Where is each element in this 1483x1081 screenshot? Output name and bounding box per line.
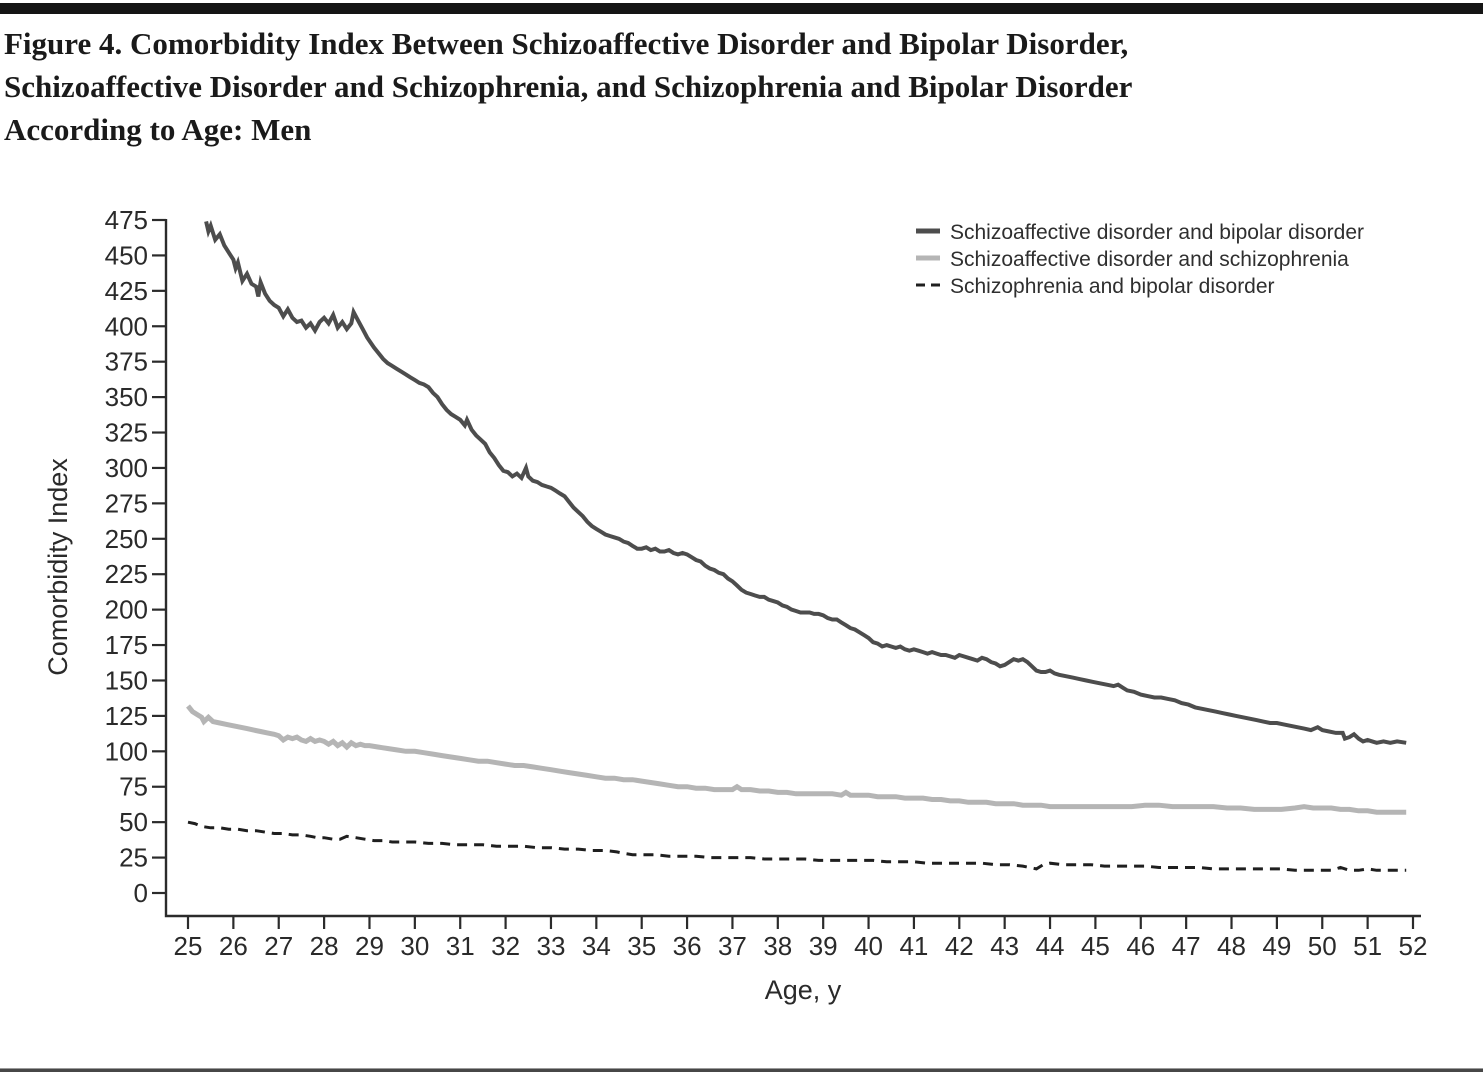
y-tick-label: 100 [105, 736, 148, 766]
x-tick-label: 49 [1262, 931, 1291, 961]
x-tick-label: 45 [1081, 931, 1110, 961]
x-tick-label: 52 [1399, 931, 1428, 961]
legend-label-schizoaffective-disorder-and-bipolar-disorder: Schizoaffective disorder and bipolar dis… [950, 221, 1364, 244]
y-tick-label: 400 [105, 311, 148, 341]
x-tick-label: 39 [809, 931, 838, 961]
y-tick-label: 375 [105, 347, 148, 377]
y-tick-label: 350 [105, 382, 148, 412]
x-tick-label: 26 [219, 931, 248, 961]
x-axis-title: Age, y [765, 975, 842, 1005]
x-tick-label: 31 [446, 931, 475, 961]
x-tick-label: 43 [990, 931, 1019, 961]
figure-title-line-3: According to Age: Men [4, 112, 312, 147]
x-tick-label: 46 [1126, 931, 1155, 961]
x-tick-label: 25 [174, 931, 203, 961]
x-tick-label: 33 [537, 931, 566, 961]
x-tick-label: 27 [264, 931, 293, 961]
y-tick-label: 325 [105, 418, 148, 448]
axes [164, 219, 1421, 918]
x-tick-label: 47 [1172, 931, 1201, 961]
x-tick-label: 32 [491, 931, 520, 961]
y-tick-label: 200 [105, 595, 148, 625]
x-tick-label: 28 [310, 931, 339, 961]
figure-title-line-2: Schizoaffective Disorder and Schizophren… [4, 69, 1133, 104]
x-tick-label: 42 [945, 931, 974, 961]
series-line-schizophrenia-and-bipolar-disorder [187, 820, 1407, 872]
x-tick-label: 37 [718, 931, 747, 961]
y-tick-label: 125 [105, 701, 148, 731]
series-lines [186, 219, 1407, 872]
series-line-schizoaffective-disorder-and-schizophrenia [186, 704, 1407, 815]
y-tick-label: 25 [119, 843, 148, 873]
y-tick-label: 225 [105, 559, 148, 589]
x-tick-label: 40 [854, 931, 883, 961]
y-tick-label: 450 [105, 240, 148, 270]
legend: Schizoaffective disorder and bipolar dis… [916, 221, 1364, 298]
y-tick-label: 50 [119, 807, 148, 837]
x-tick-label: 51 [1353, 931, 1382, 961]
axis-ticks: 0 25 50 75 100 125 150 175 200 225 250 275 300 325 350… [105, 205, 1428, 961]
legend-label-schizoaffective-disorder-and-schizophrenia: Schizoaffective disorder and schizophren… [950, 248, 1349, 271]
legend-label-schizophrenia-and-bipolar-disorder: Schizophrenia and bipolar disorder [950, 275, 1275, 298]
y-tick-label: 0 [134, 878, 148, 908]
y-tick-label: 250 [105, 524, 148, 554]
top-rule-bar [0, 3, 1483, 14]
y-tick-label: 475 [105, 205, 148, 235]
figure-title-line-1: Figure 4. Comorbidity Index Between Schi… [4, 26, 1129, 61]
y-tick-label: 425 [105, 276, 148, 306]
series-line-schizoaffective-disorder-and-bipolar-disorder [204, 219, 1407, 745]
y-tick-label: 175 [105, 630, 148, 660]
x-tick-label: 35 [627, 931, 656, 961]
y-tick-label: 275 [105, 488, 148, 518]
y-tick-label: 75 [119, 772, 148, 802]
x-tick-label: 41 [899, 931, 928, 961]
x-tick-label: 34 [582, 931, 611, 961]
x-tick-label: 48 [1217, 931, 1246, 961]
x-tick-label: 30 [400, 931, 429, 961]
y-tick-label: 150 [105, 665, 148, 695]
x-tick-label: 38 [763, 931, 792, 961]
bottom-rule [0, 1068, 1483, 1072]
y-axis-title: Comorbidity Index [43, 458, 73, 676]
x-tick-label: 36 [673, 931, 702, 961]
figure-title: Figure 4. Comorbidity Index Between Schi… [4, 22, 1434, 151]
x-tick-label: 44 [1036, 931, 1065, 961]
x-tick-label: 50 [1308, 931, 1337, 961]
y-tick-label: 300 [105, 453, 148, 483]
x-tick-label: 29 [355, 931, 384, 961]
